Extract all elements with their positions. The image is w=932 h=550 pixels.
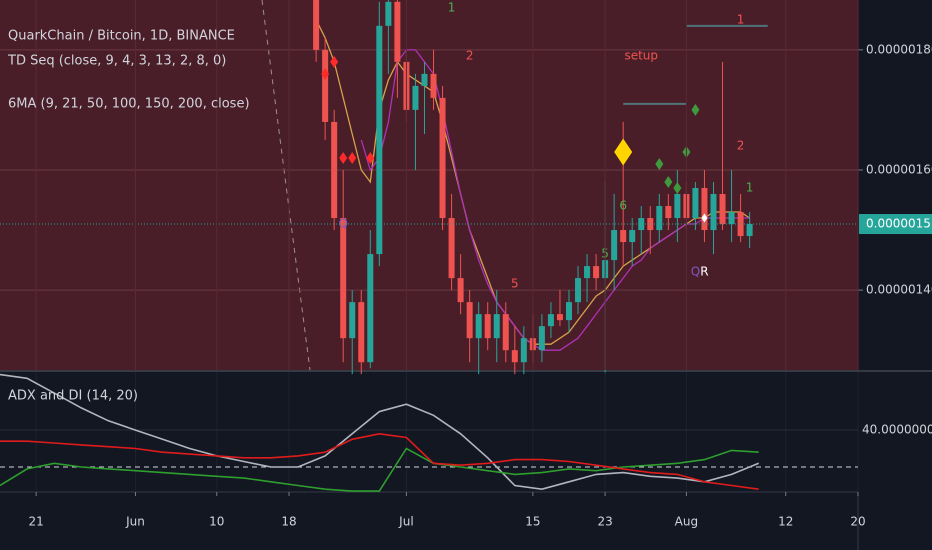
signal-marker (348, 151, 357, 164)
signal-marker (321, 67, 330, 80)
x-tick-label: 23 (597, 515, 612, 529)
candle-body (376, 25, 383, 255)
annotation: 6 (619, 199, 627, 213)
candle-body (394, 1, 401, 62)
signal-marker (366, 151, 375, 164)
drawing-line (261, 0, 311, 371)
candle-body (584, 266, 591, 279)
candle-body (511, 350, 518, 363)
candle-body (556, 314, 563, 321)
candle-body (457, 278, 464, 303)
candle-body (493, 314, 500, 339)
main-pane (0, 0, 858, 370)
x-tick-label: 21 (28, 515, 43, 529)
candle-body (421, 73, 428, 86)
candle-body (340, 218, 347, 339)
x-tick-label: Jul (398, 515, 413, 529)
x-tick-label: 18 (281, 515, 296, 529)
candle-body (484, 314, 491, 339)
annotation: 1 (746, 181, 754, 195)
chart-title: QuarkChain / Bitcoin, 1D, BINANCE (8, 29, 235, 44)
signal-marker (330, 55, 339, 68)
series-line (360, 49, 750, 351)
candle-body (611, 230, 618, 261)
candle-body (728, 212, 735, 225)
x-tick-label: 12 (778, 515, 793, 529)
last-price-box (859, 214, 932, 235)
candle-body (692, 188, 699, 219)
candle-body (412, 85, 419, 110)
candle-body (538, 326, 545, 351)
candle-body (331, 121, 338, 219)
annotation: 1 (448, 0, 456, 14)
y-tick-label: 0.00000140 (866, 283, 932, 297)
x-tick-label: Jun (125, 515, 145, 529)
y-tick-label: 0.00000160 (866, 162, 932, 176)
signal-marker (673, 182, 682, 195)
signal-marker (614, 138, 633, 166)
candle-body (349, 302, 356, 339)
candle-body (746, 224, 753, 237)
annotation: setup (624, 48, 658, 62)
candle-body (647, 218, 654, 231)
annotation: Q (338, 217, 347, 231)
signal-marker (664, 175, 673, 188)
candle-body (593, 266, 600, 279)
candle-body (520, 338, 527, 363)
marks: 0.000001800.000001600.00000140setup12556… (0, 0, 932, 529)
y-tick-label: 40.00000000 (862, 423, 932, 437)
candle-body (448, 218, 455, 279)
candle-body (358, 302, 365, 363)
candle-body (367, 254, 374, 363)
candle-body (430, 73, 437, 98)
candle-body (638, 218, 645, 231)
candle-body (502, 314, 509, 351)
indicator-label: TD Seq (close, 9, 4, 3, 13, 2, 8, 0) (7, 54, 226, 69)
indicator-label: 6MA (9, 21, 50, 100, 150, 200, close) (8, 97, 250, 112)
candle-body (737, 212, 744, 237)
x-tick-label: Aug (675, 515, 698, 529)
candle-body (547, 314, 554, 327)
candle-body (719, 194, 726, 225)
annotation: 2 (737, 138, 745, 152)
candle-body (439, 97, 446, 219)
annotation: 5 (511, 277, 519, 291)
candle-body (620, 230, 627, 243)
series-line (0, 373, 760, 491)
signal-marker (691, 103, 700, 116)
annotation: R (700, 265, 708, 279)
candle-body (674, 194, 681, 219)
x-tick-label: 20 (850, 515, 865, 529)
candle-body (656, 206, 663, 231)
signal-marker (655, 157, 664, 170)
candle-body (313, 0, 320, 50)
candle-body (322, 49, 329, 122)
candle-body (385, 1, 392, 26)
candle-body (701, 188, 708, 231)
series-line (0, 447, 759, 492)
last-price-label: 0.00000151 (866, 217, 932, 231)
indicator-label: ADX and DI (14, 20) (8, 389, 138, 404)
y-tick-label: 0.00000180 (866, 42, 932, 56)
candle-body (629, 230, 636, 243)
signal-marker (339, 151, 348, 164)
candle-body (575, 278, 582, 303)
series-line (0, 432, 759, 490)
annotation: Q (691, 265, 700, 279)
candle-body (665, 206, 672, 219)
price-axis (858, 0, 932, 550)
x-tick-label: 15 (525, 515, 540, 529)
candle-body (565, 302, 572, 321)
x-tick-label: 10 (209, 515, 224, 529)
candle-body (466, 302, 473, 339)
annotation: 2 (466, 48, 474, 62)
candle-body (475, 314, 482, 339)
candle-body (710, 194, 717, 231)
signal-marker (701, 213, 708, 223)
annotation: 1 (737, 12, 745, 26)
